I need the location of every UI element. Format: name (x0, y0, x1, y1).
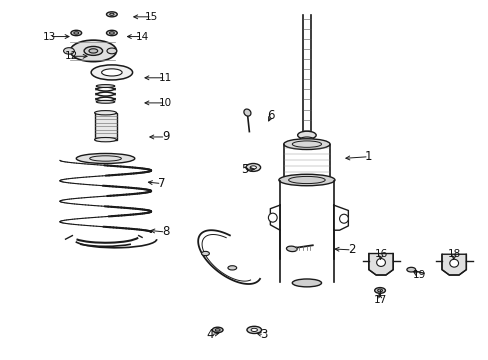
Ellipse shape (201, 251, 209, 256)
Text: 6: 6 (267, 109, 275, 122)
Ellipse shape (376, 258, 385, 266)
Ellipse shape (63, 48, 74, 54)
Ellipse shape (374, 288, 385, 293)
Ellipse shape (107, 48, 117, 54)
Text: 17: 17 (373, 295, 386, 305)
Ellipse shape (89, 49, 98, 53)
Ellipse shape (250, 328, 257, 332)
Ellipse shape (299, 137, 314, 143)
Ellipse shape (106, 12, 117, 17)
Ellipse shape (70, 40, 116, 62)
Ellipse shape (449, 259, 458, 267)
Ellipse shape (94, 138, 116, 142)
Ellipse shape (244, 109, 250, 116)
Ellipse shape (91, 65, 132, 80)
Ellipse shape (249, 166, 256, 169)
Ellipse shape (339, 214, 347, 223)
Ellipse shape (74, 32, 79, 34)
Ellipse shape (246, 326, 261, 333)
Text: 4: 4 (206, 328, 214, 341)
Ellipse shape (406, 267, 415, 272)
Text: 10: 10 (159, 98, 172, 108)
Text: 5: 5 (240, 163, 248, 176)
Ellipse shape (94, 111, 116, 115)
Text: 2: 2 (347, 243, 355, 256)
Ellipse shape (212, 327, 223, 333)
Ellipse shape (377, 289, 382, 292)
Text: 11: 11 (159, 73, 172, 83)
Text: 19: 19 (411, 270, 425, 280)
Bar (94, 113, 116, 140)
Ellipse shape (292, 279, 321, 287)
Ellipse shape (268, 213, 277, 222)
Ellipse shape (297, 131, 316, 139)
Ellipse shape (227, 266, 236, 270)
Ellipse shape (71, 30, 81, 36)
Text: 9: 9 (162, 130, 169, 144)
Text: 13: 13 (43, 32, 56, 41)
Text: 1: 1 (365, 150, 372, 163)
Text: 18: 18 (447, 248, 460, 258)
Polygon shape (368, 253, 392, 275)
Ellipse shape (245, 163, 260, 171)
Text: 7: 7 (158, 177, 165, 190)
Ellipse shape (76, 153, 135, 163)
Text: 14: 14 (135, 32, 148, 41)
Ellipse shape (96, 85, 115, 87)
Ellipse shape (84, 46, 102, 55)
Ellipse shape (96, 100, 115, 103)
Ellipse shape (109, 13, 114, 15)
Ellipse shape (286, 246, 297, 252)
Polygon shape (441, 254, 466, 275)
Text: 3: 3 (260, 328, 267, 341)
Ellipse shape (215, 329, 220, 331)
Ellipse shape (278, 174, 334, 186)
Ellipse shape (106, 30, 117, 36)
Text: 8: 8 (162, 225, 169, 238)
Ellipse shape (109, 32, 114, 34)
Text: 15: 15 (145, 12, 158, 22)
Text: 16: 16 (374, 248, 387, 258)
Ellipse shape (102, 69, 122, 76)
Ellipse shape (283, 139, 329, 149)
Text: 12: 12 (64, 51, 78, 61)
